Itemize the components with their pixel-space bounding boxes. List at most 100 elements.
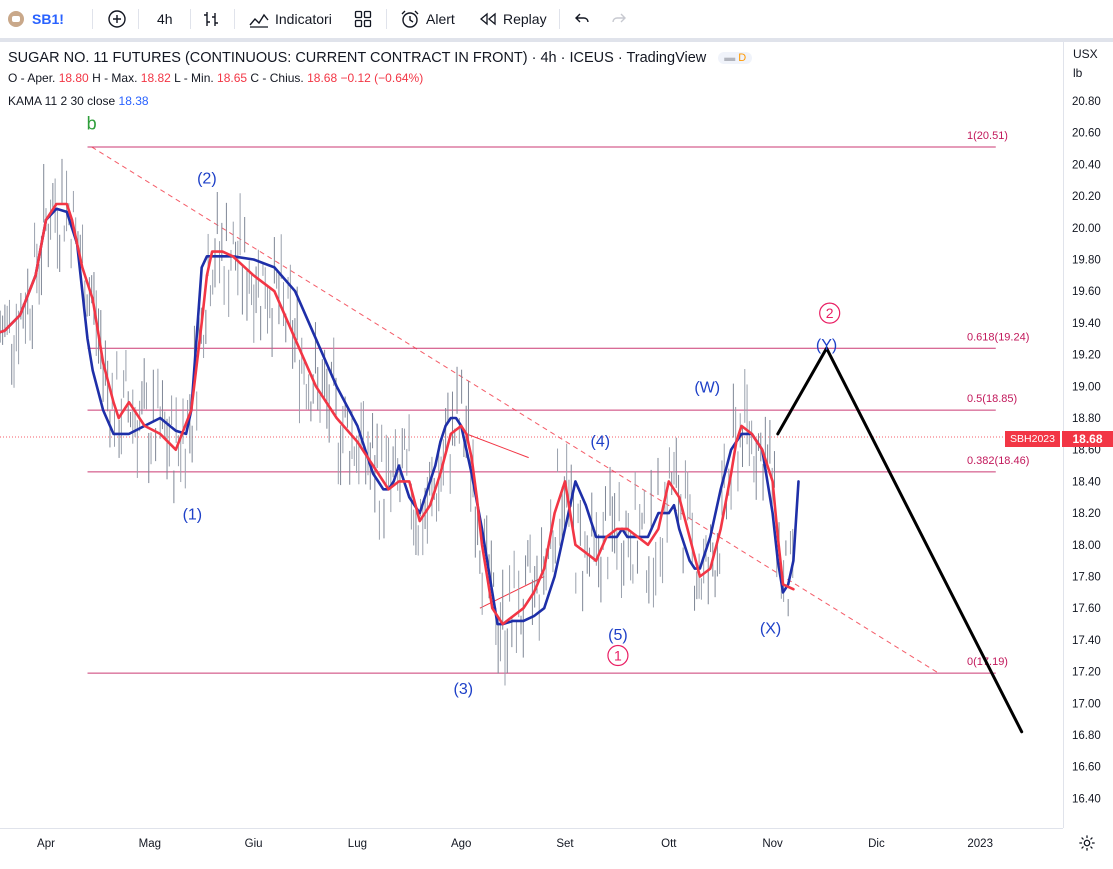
y-tick-label: 19.60 (1072, 286, 1101, 298)
toolbar-divider (92, 9, 93, 29)
fib-level-label: 0.618(19.24) (967, 331, 1029, 343)
y-tick-label: 18.00 (1072, 540, 1101, 552)
x-tick-label: Nov (762, 838, 783, 850)
toolbar-divider (190, 9, 191, 29)
indicator-label: KAMA 11 2 30 close (8, 94, 116, 108)
kama-indicator-line[interactable] (0, 207, 800, 626)
layout-button[interactable] (353, 0, 373, 38)
wave-circle-marker[interactable] (607, 644, 629, 667)
compare-button[interactable] (107, 0, 127, 38)
y-tick-label: 17.00 (1072, 698, 1101, 710)
fib-level-label: 0.382(18.46) (967, 455, 1029, 467)
y-tick-label: 19.00 (1072, 381, 1101, 393)
x-tick-label: Giu (245, 838, 263, 850)
last-price-tag: 18.68 (1062, 431, 1113, 447)
symbol-search[interactable]: SB1! (8, 0, 64, 38)
replay-button[interactable]: Replay (478, 0, 547, 38)
x-tick-label: Mag (139, 838, 161, 850)
low-label: L - Min. (174, 71, 214, 85)
indicators-label: Indicatori (275, 11, 332, 27)
plus-circle-icon (108, 10, 126, 28)
undo-button[interactable] (572, 0, 592, 38)
y-tick-label: 18.80 (1072, 413, 1101, 425)
redo-icon (612, 13, 626, 23)
wave-label[interactable]: (1) (183, 506, 203, 523)
settings-gear-icon[interactable] (1078, 834, 1096, 852)
y-tick-label: 19.40 (1072, 318, 1101, 330)
toolbar-divider (559, 9, 560, 29)
triangle-upper-line[interactable] (466, 433, 529, 459)
wave-label[interactable]: (3) (453, 681, 473, 698)
top-toolbar: SB1! 4h Indicatori (0, 0, 1113, 42)
wave-label[interactable]: (X) (760, 621, 781, 638)
indicator-value: 18.38 (118, 94, 149, 108)
symbol-label: SB1! (32, 11, 64, 27)
grid-layout-icon (354, 10, 372, 28)
high-value: 18.82 (140, 71, 171, 85)
y-tick-label: 18.20 (1072, 508, 1101, 520)
symbol-logo-icon (8, 11, 24, 27)
symbol-price-tag: SBH2023 (1005, 431, 1060, 447)
y-tick-label: 17.80 (1072, 572, 1101, 584)
y-tick-label: 17.60 (1072, 603, 1101, 615)
toolbar-divider (386, 9, 387, 29)
indicator-legend[interactable]: KAMA 11 2 30 close 18.38 (8, 94, 149, 108)
y-tick-label: 19.80 (1072, 255, 1101, 267)
open-value: 18.80 (58, 71, 89, 85)
currency-label[interactable]: USX (1073, 47, 1098, 61)
y-tick-label: 19.20 (1072, 350, 1101, 362)
y-tick-label: 16.40 (1072, 793, 1101, 805)
redo-button[interactable] (609, 0, 629, 38)
close-value: 18.68 (307, 71, 338, 85)
y-tick-label: 20.60 (1072, 128, 1101, 140)
chart-canvas[interactable]: 1(20.51) 0.618(19.24) 0.5(18.85) 0.382(18.4… (0, 42, 1113, 868)
y-tick-label: 20.80 (1072, 96, 1101, 108)
y-tick-label: 18.60 (1072, 445, 1101, 457)
x-tick-label: Set (556, 838, 574, 850)
y-tick-label: 17.40 (1072, 635, 1101, 647)
fib-level-label: 1(20.51) (967, 130, 1008, 142)
y-tick-label: 20.40 (1072, 159, 1101, 171)
y-tick-label: 17.20 (1072, 667, 1101, 679)
wave-circle-marker[interactable] (819, 302, 841, 324)
x-tick-label: Lug (348, 838, 367, 850)
change-value: −0.12 (−0.64%) (340, 71, 424, 85)
toolbar-divider (234, 9, 235, 29)
y-tick-label: 16.60 (1072, 762, 1101, 774)
x-tick-label: Ago (451, 838, 471, 850)
toolbar-divider (138, 9, 139, 29)
wave-label: 1 (614, 648, 622, 664)
interval-button[interactable]: 4h (157, 0, 173, 38)
x-tick-label: Apr (37, 838, 55, 850)
close-label: C - Chius. (250, 71, 304, 85)
y-tick-label: 16.80 (1072, 730, 1101, 742)
bars-chart-icon (204, 12, 218, 26)
time-scale[interactable] (0, 828, 1063, 869)
alert-button[interactable]: Alert (399, 0, 455, 38)
interval-label: 4h (157, 11, 173, 27)
wave-label[interactable]: b (87, 114, 97, 134)
x-tick-label: 2023 (967, 838, 993, 850)
indicators-button[interactable]: Indicatori (248, 0, 332, 38)
fib-level-label: 0.5(18.85) (967, 393, 1017, 405)
wave-label[interactable]: (Y) (816, 337, 837, 354)
wave-label[interactable]: (4) (591, 434, 611, 451)
undo-icon (575, 13, 589, 23)
projection-path-line[interactable] (776, 346, 1024, 734)
wave-label[interactable]: (W) (694, 380, 720, 397)
delay-badge-label: D (738, 52, 747, 65)
high-label: H - Max. (92, 71, 138, 85)
replay-label: Replay (503, 11, 547, 27)
wave-label[interactable]: (2) (197, 170, 217, 187)
unit-label[interactable]: lb (1073, 66, 1083, 80)
red-average-line[interactable] (0, 202, 795, 626)
wave-label[interactable]: (5) (608, 627, 628, 644)
open-label: O - Aper. (8, 71, 56, 85)
y-tick-label: 20.20 (1072, 191, 1101, 203)
x-tick-label: Dic (868, 838, 885, 850)
low-value: 18.65 (217, 71, 248, 85)
x-tick-label: Ott (661, 838, 677, 850)
rewind-icon (479, 12, 496, 26)
delay-badge[interactable]: ▬ D (718, 52, 753, 65)
chart-type-button[interactable] (201, 0, 221, 38)
